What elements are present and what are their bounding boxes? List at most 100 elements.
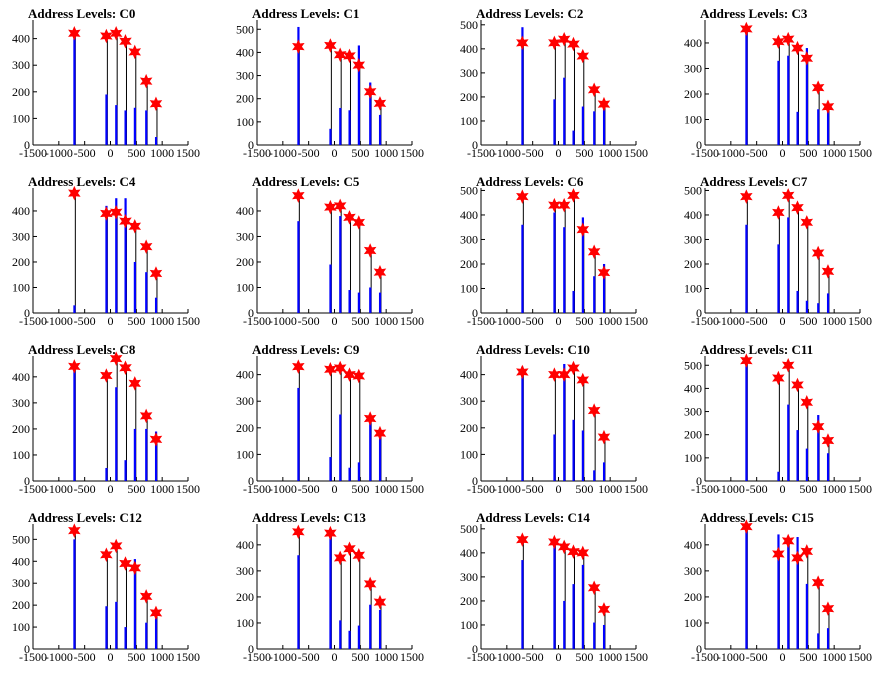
bar	[581, 564, 584, 649]
bar	[297, 387, 300, 481]
x-tick-label: -1500	[243, 146, 271, 160]
y-tick-label: 100	[236, 616, 254, 630]
y-tick-label: 100	[460, 447, 478, 461]
y-tick-label: 200	[684, 87, 702, 101]
x-tick-label: 0	[556, 482, 562, 496]
bar	[796, 290, 799, 313]
x-tick-label: 1000	[374, 650, 398, 664]
peak-star-marker	[100, 206, 113, 221]
x-tick-label: 1500	[176, 146, 200, 160]
x-tick-label: 500	[575, 146, 593, 160]
x-tick-label: -500	[746, 650, 768, 664]
bar	[105, 467, 108, 481]
peak-star-marker	[363, 84, 377, 99]
x-tick-label: 0	[108, 314, 114, 328]
bar	[777, 471, 780, 481]
bar	[777, 244, 780, 313]
peak-star-marker	[781, 31, 795, 47]
y-tick-label: 300	[460, 232, 478, 246]
chart-title: Address Levels: C12	[28, 510, 142, 525]
bar	[581, 106, 584, 145]
x-tick-label: -500	[298, 482, 320, 496]
peak-star-marker	[373, 594, 387, 610]
y-tick-label: 100	[684, 112, 702, 126]
bar	[339, 414, 342, 481]
peak-star-marker	[100, 547, 113, 562]
peak-star-marker	[557, 539, 571, 555]
y-tick-label: 300	[236, 394, 254, 408]
bar	[357, 45, 360, 145]
y-tick-label: 0	[248, 474, 254, 488]
chart-panel: Address Levels: C14 0 100 200 300 400 500 -1500…	[460, 510, 648, 664]
x-tick-label: -500	[746, 146, 768, 160]
y-tick-label: 400	[460, 42, 478, 56]
peak-star-marker	[343, 541, 356, 556]
peak-star-marker	[149, 266, 163, 281]
x-tick-label: -1500	[19, 314, 47, 328]
y-tick-label: 400	[12, 554, 30, 568]
x-tick-label: 1500	[848, 314, 872, 328]
peak-star-marker	[811, 80, 825, 95]
peak-star-marker	[597, 429, 611, 445]
y-tick-label: 100	[236, 280, 254, 294]
x-tick-label: -1500	[243, 482, 271, 496]
bar	[297, 26, 300, 146]
y-tick-label: 300	[12, 229, 30, 243]
bar	[105, 205, 108, 313]
bar	[124, 110, 127, 145]
bar	[378, 435, 382, 481]
y-tick-label: 400	[12, 370, 30, 384]
x-tick-label: -1000	[717, 146, 745, 160]
x-tick-label: 1000	[150, 650, 174, 664]
y-tick-label: 300	[460, 394, 478, 408]
peak-star-marker	[128, 560, 142, 576]
y-tick-label: 300	[684, 232, 702, 246]
y-tick-label: 0	[248, 642, 254, 656]
x-tick-label: -1000	[493, 482, 521, 496]
y-tick-label: 200	[684, 428, 702, 442]
peak-star-marker	[333, 550, 347, 566]
y-tick-label: 500	[684, 358, 702, 372]
bar	[369, 419, 372, 481]
chart-title: Address Levels: C14	[476, 510, 590, 525]
y-tick-label: 0	[24, 642, 30, 656]
peak-star-marker	[128, 376, 142, 391]
x-tick-label: -500	[522, 650, 544, 664]
peak-star-marker	[352, 368, 366, 384]
x-tick-label: 1500	[848, 650, 872, 664]
y-tick-label: 400	[460, 368, 478, 382]
chart-title: Address Levels: C0	[28, 6, 135, 21]
bar	[357, 625, 360, 649]
y-tick-label: 0	[696, 474, 702, 488]
x-tick-label: -500	[74, 650, 96, 664]
peak-star-marker	[821, 433, 835, 448]
y-tick-label: 100	[460, 618, 478, 632]
peak-star-marker	[548, 534, 561, 550]
bar	[572, 419, 575, 481]
peak-star-marker	[68, 26, 81, 41]
bar	[378, 114, 382, 145]
bar	[297, 221, 300, 313]
bar	[817, 303, 820, 313]
x-tick-label: 1500	[624, 314, 648, 328]
peak-star-marker	[791, 200, 804, 215]
y-tick-label: 400	[460, 208, 478, 222]
y-tick-label: 500	[460, 18, 478, 32]
bar	[73, 539, 76, 649]
peak-star-marker	[292, 188, 305, 203]
x-tick-label: 500	[799, 482, 817, 496]
peak-star-marker	[352, 57, 366, 73]
chart-title: Address Levels: C5	[252, 174, 360, 189]
x-tick-label: -500	[74, 146, 96, 160]
peak-star-marker	[343, 367, 356, 382]
peak-star-marker	[149, 605, 163, 621]
x-tick-label: -1000	[45, 146, 73, 160]
x-tick-label: -1500	[243, 314, 271, 328]
y-tick-label: 200	[12, 422, 30, 436]
bar	[154, 618, 158, 649]
y-tick-label: 400	[684, 36, 702, 50]
y-tick-label: 400	[236, 538, 254, 552]
peak-star-marker	[821, 601, 835, 616]
peak-star-marker	[292, 359, 305, 374]
chart-panel: Address Levels: C13 0 100 200 300 400 -1500-10…	[236, 510, 424, 664]
